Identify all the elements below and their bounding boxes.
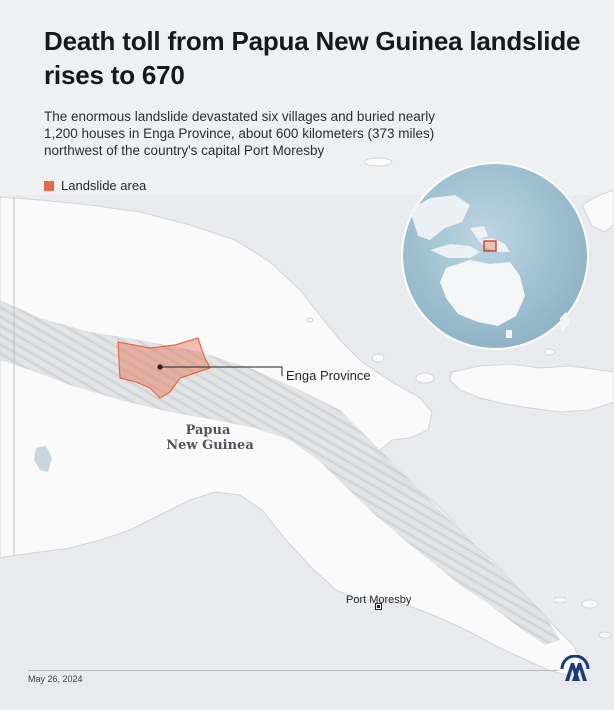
new-ireland-island bbox=[581, 189, 614, 233]
island bbox=[415, 372, 435, 384]
legend-swatch bbox=[44, 180, 54, 191]
island bbox=[544, 348, 556, 356]
locator-globe bbox=[401, 162, 589, 350]
island bbox=[363, 157, 393, 167]
highlands bbox=[0, 300, 560, 645]
island bbox=[306, 317, 314, 323]
legend-label: Landslide area bbox=[61, 178, 147, 193]
island bbox=[598, 631, 612, 639]
island bbox=[553, 596, 567, 604]
country-label-line2: New Guinea bbox=[166, 438, 254, 453]
capital-marker-inner bbox=[377, 605, 380, 608]
footer-divider bbox=[28, 670, 558, 671]
page-subtitle: The enormous landslide devastated six vi… bbox=[44, 109, 435, 158]
lake bbox=[34, 446, 52, 472]
capital-label: Port Moresby bbox=[346, 594, 412, 606]
province-label: Enga Province bbox=[286, 368, 371, 383]
page-title: Death toll from Papua New Guinea landsli… bbox=[44, 26, 581, 90]
legend: Landslide area bbox=[44, 178, 146, 193]
island bbox=[371, 353, 385, 363]
island bbox=[581, 599, 599, 609]
locator-box bbox=[483, 240, 497, 252]
landslide-area bbox=[117, 337, 211, 399]
leader-line bbox=[160, 366, 283, 376]
new-britain-island bbox=[449, 363, 614, 413]
footer-date: May 26, 2024 bbox=[28, 674, 83, 684]
country-label-line1: Papua bbox=[186, 423, 231, 438]
aa-logo-icon bbox=[560, 655, 590, 681]
